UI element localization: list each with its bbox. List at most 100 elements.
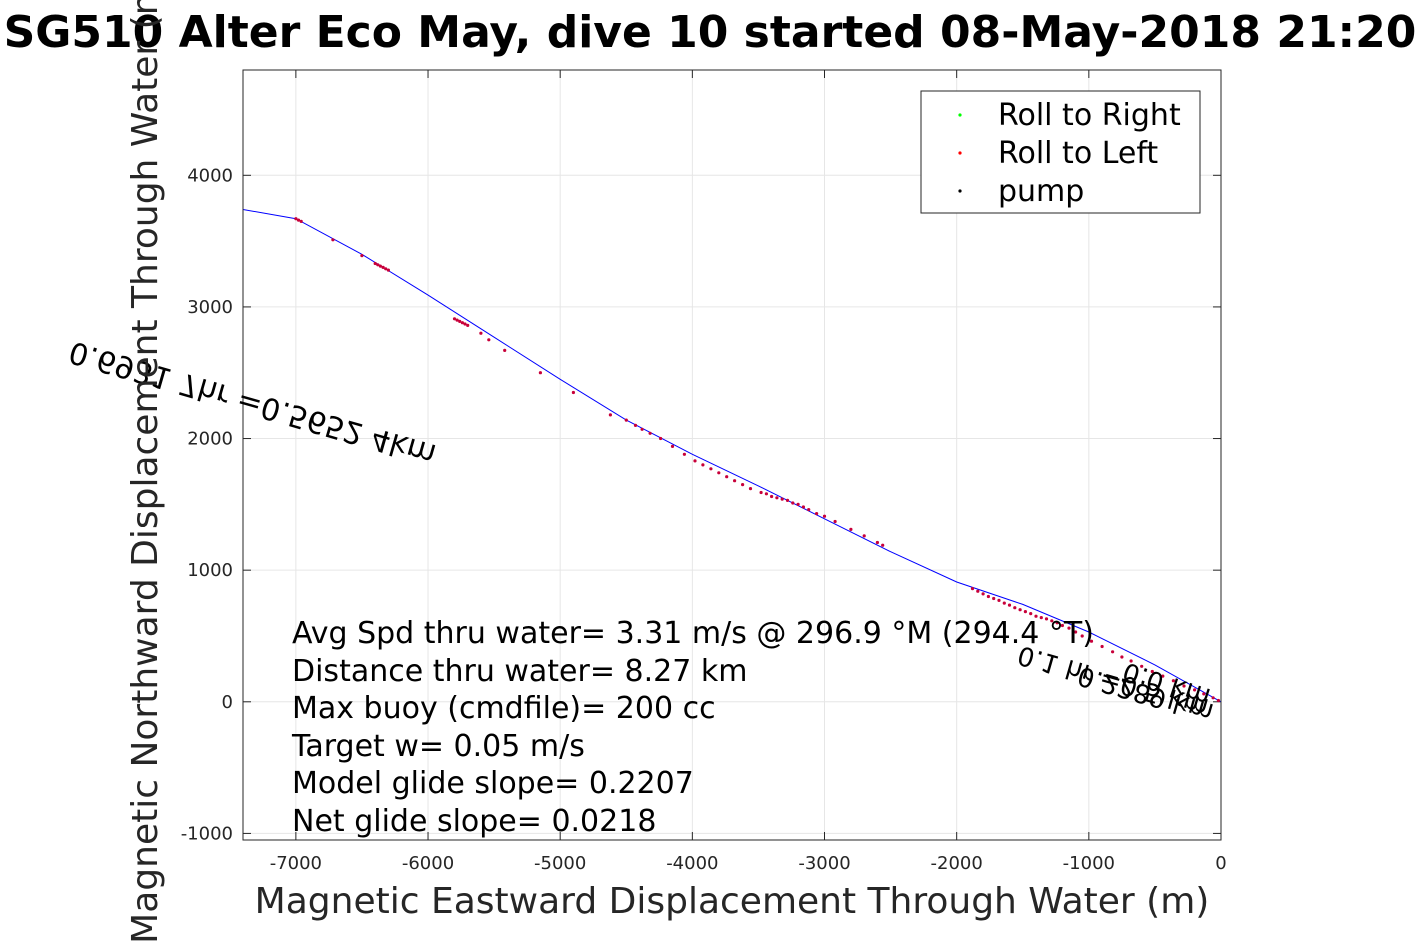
roll-left-point — [1002, 601, 1006, 605]
roll-left-point — [881, 543, 885, 547]
roll-left-point — [785, 498, 790, 502]
roll-left-point — [452, 317, 457, 321]
roll-left-point — [1018, 608, 1022, 612]
roll-left-point — [1202, 692, 1206, 696]
roll-left-point — [1067, 626, 1071, 630]
plot-frame — [242, 69, 1222, 841]
annotation-model-glide: Model glide slope= 0.2207 — [292, 766, 694, 801]
annotation-distance: Distance thru water= 8.27 km — [292, 654, 747, 689]
roll-left-point — [775, 496, 779, 500]
y-tick-label: 4000 — [187, 165, 233, 186]
roll-left-point — [360, 254, 364, 258]
roll-left-point — [701, 463, 705, 467]
roll-left-point — [659, 436, 663, 441]
roll-left-point — [1171, 679, 1175, 683]
roll-left-point — [331, 238, 335, 242]
roll-left-point — [709, 467, 713, 471]
roll-left-point — [458, 319, 462, 323]
roll-left-point — [1129, 659, 1133, 663]
roll-left-point — [299, 219, 303, 223]
roll-left-point — [693, 459, 697, 463]
roll-left-point — [463, 322, 467, 326]
roll-left-point — [862, 534, 866, 538]
roll-left-point — [624, 418, 628, 422]
roll-left-points — [294, 217, 1220, 703]
roll-left-point — [981, 592, 985, 596]
roll-left-point — [378, 264, 382, 268]
roll-left-point — [1216, 698, 1220, 703]
y-tick-label: -1000 — [181, 823, 233, 844]
y-tick-label: 2000 — [187, 429, 233, 450]
roll-left-point — [770, 494, 774, 499]
roll-left-point — [875, 540, 880, 545]
legend-marker-roll-left — [958, 151, 962, 155]
roll-left-point — [833, 519, 837, 524]
roll-left-point — [1089, 639, 1094, 643]
roll-left-point — [294, 217, 298, 221]
roll-left-point — [1140, 664, 1144, 668]
roll-left-point — [455, 318, 459, 322]
y-tick-label: 3000 — [187, 297, 233, 318]
roll-left-point — [807, 508, 811, 512]
roll-left-point — [1161, 674, 1165, 678]
axis-ticks: -7000 -6000 -5000 -4000 -3000 -2000 -1000 0 -100… — [181, 70, 1227, 874]
y-tick-label: 0 — [222, 692, 233, 713]
roll-left-point — [1150, 669, 1154, 674]
roll-left-point — [648, 431, 652, 435]
roll-left-point — [373, 261, 377, 266]
roll-left-point — [479, 331, 483, 335]
roll-left-point — [1074, 630, 1078, 634]
roll-left-point — [1055, 621, 1059, 625]
roll-left-point — [1034, 614, 1038, 618]
roll-left-point — [986, 594, 991, 599]
roll-left-point — [796, 502, 800, 506]
roll-left-point — [381, 265, 385, 269]
roll-left-point — [1044, 617, 1049, 621]
roll-left-point — [682, 452, 687, 456]
roll-left-point — [759, 490, 763, 495]
roll-left-point — [1211, 696, 1215, 700]
roll-left-point — [748, 487, 753, 491]
roll-left-point — [970, 587, 975, 591]
roll-left-point — [296, 218, 301, 222]
annotation-avg-speed: Avg Spd thru water= 3.31 m/s @ 296.9 °M … — [292, 616, 1094, 651]
roll-left-point — [1100, 644, 1104, 649]
roll-left-point — [460, 321, 464, 325]
y-tick-label: 1000 — [187, 560, 233, 581]
annotation-max-buoy: Max buoy (cmdfile)= 200 cc — [292, 691, 716, 726]
x-axis-label: Magnetic Eastward Displacement Through W… — [255, 881, 1210, 922]
roll-left-point — [466, 323, 470, 327]
x-tick-label: -1000 — [1063, 853, 1115, 874]
annotation-target-w: Target w= 0.05 m/s — [291, 729, 585, 764]
roll-left-point — [1182, 684, 1186, 688]
annotation-net-glide: Net glide slope= 0.0218 — [292, 804, 656, 839]
roll-left-point — [822, 514, 827, 518]
roll-left-point — [725, 475, 729, 479]
roll-left-point — [849, 527, 853, 532]
track-layer — [242, 209, 1222, 703]
legend-marker-pump — [958, 189, 962, 193]
roll-left-point — [815, 511, 819, 516]
roll-left-point — [1193, 688, 1197, 692]
roll-left-point — [764, 492, 769, 496]
x-tick-label: -4000 — [666, 853, 718, 874]
roll-left-point — [1060, 623, 1064, 628]
roll-left-point — [992, 596, 996, 601]
legend-box — [920, 90, 1201, 214]
x-tick-label: -5000 — [534, 853, 586, 874]
annotation-block: Avg Spd thru water= 3.31 m/s @ 296.9 °M … — [291, 616, 1094, 839]
x-tick-label: -7000 — [270, 853, 322, 874]
x-tick-label: -6000 — [402, 853, 454, 874]
roll-left-point — [487, 338, 491, 342]
roll-left-point — [1050, 619, 1054, 623]
x-tick-label: -3000 — [798, 853, 850, 874]
legend: Roll to Right Roll to Left pump — [920, 90, 1201, 214]
roll-left-point — [801, 505, 806, 509]
chart-title: SG510 Alter Eco May, dive 10 started 08-… — [4, 7, 1417, 58]
legend-label-pump: pump — [998, 174, 1084, 209]
roll-left-point — [640, 427, 644, 431]
roll-left-point — [384, 267, 388, 271]
roll-left-point — [997, 598, 1001, 603]
roll-left-point — [1007, 603, 1012, 607]
